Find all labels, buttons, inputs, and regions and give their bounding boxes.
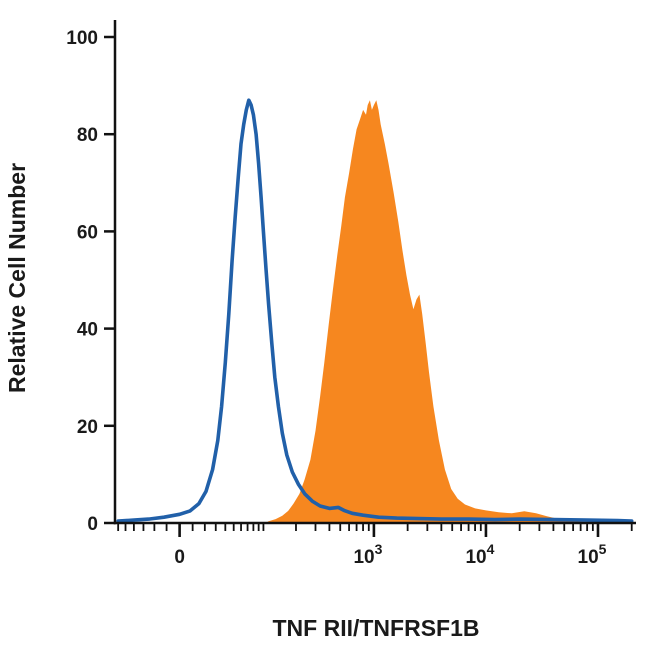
x-tick-exponent: 5	[599, 541, 607, 557]
orange-filled-histogram	[267, 100, 588, 523]
x-tick-exponent: 4	[487, 541, 495, 557]
blue-open-histogram	[116, 98, 634, 523]
x-tick-label: 0	[174, 547, 185, 568]
plot-area: 0 20 40 60 80 100 0 103 104 105	[66, 20, 636, 568]
y-tick-label: 100	[66, 28, 98, 49]
y-tick-label: 60	[77, 222, 98, 243]
y-tick-label: 20	[77, 417, 98, 438]
y-tick-label: 0	[87, 514, 98, 535]
x-tick-label: 105	[578, 541, 607, 568]
y-tick-label: 80	[77, 125, 98, 146]
x-tick-exponent: 3	[375, 541, 383, 557]
y-tick-label: 40	[77, 320, 98, 341]
x-axis-title: TNF RII/TNFRSF1B	[273, 615, 480, 641]
x-tick-label: 104	[465, 541, 494, 568]
x-tick-label: 103	[353, 541, 382, 568]
y-axis-title: Relative Cell Number	[4, 163, 30, 393]
